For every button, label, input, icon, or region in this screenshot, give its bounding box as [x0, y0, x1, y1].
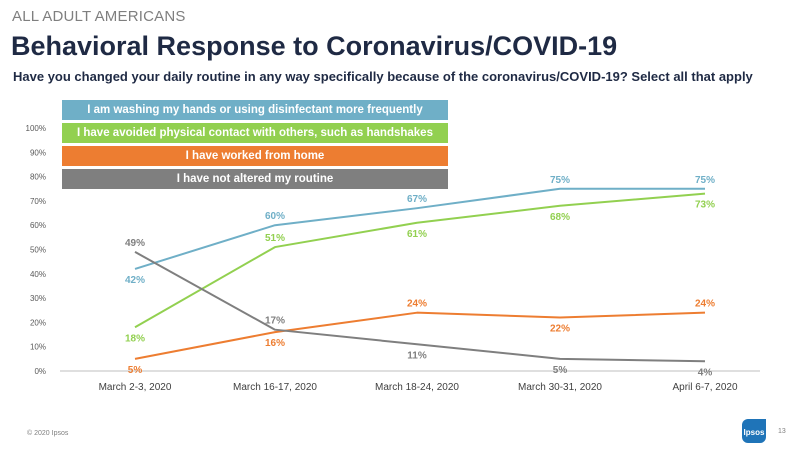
- legend-item: I have avoided physical contact with oth…: [62, 123, 448, 143]
- data-label: 18%: [125, 333, 145, 344]
- x-tick-label: March 2-3, 2020: [99, 382, 172, 393]
- data-label: 5%: [128, 365, 143, 376]
- y-tick-label: 20%: [30, 318, 46, 327]
- y-tick-label: 100%: [26, 124, 46, 133]
- data-label: 17%: [265, 316, 285, 327]
- data-label: 61%: [407, 229, 427, 240]
- y-tick-label: 80%: [30, 173, 46, 182]
- slide-title: Behavioral Response to Coronavirus/COVID…: [11, 31, 618, 61]
- x-tick-label: March 18-24, 2020: [375, 382, 459, 393]
- data-label: 22%: [550, 324, 570, 335]
- data-label: 16%: [265, 338, 285, 349]
- series-line: [134, 192, 706, 329]
- y-tick-label: 40%: [30, 270, 46, 279]
- data-label: 68%: [550, 212, 570, 223]
- audience-label: ALL ADULT AMERICANS: [12, 8, 186, 25]
- legend-item: I have not altered my routine: [62, 169, 448, 189]
- copyright-text: © 2020 Ipsos: [27, 430, 69, 437]
- data-label: 24%: [407, 299, 427, 310]
- data-label: 42%: [125, 275, 145, 286]
- data-label: 75%: [550, 175, 570, 186]
- legend-item: I have worked from home: [62, 146, 448, 166]
- chart-legend: I am washing my hands or using disinfect…: [62, 100, 448, 192]
- data-label: 67%: [407, 194, 427, 205]
- data-label: 5%: [553, 365, 568, 376]
- y-tick-label: 30%: [30, 294, 46, 303]
- data-label: 73%: [695, 200, 715, 211]
- data-label: 49%: [125, 238, 145, 249]
- x-tick-label: March 30-31, 2020: [518, 382, 602, 393]
- data-label: 60%: [265, 211, 285, 222]
- ipsos-logo: Ipsos: [742, 419, 766, 443]
- data-label: 75%: [695, 175, 715, 186]
- series-line: [134, 187, 705, 270]
- page-number: 13: [778, 428, 786, 435]
- y-tick-label: 60%: [30, 221, 46, 230]
- y-tick-label: 10%: [30, 343, 46, 352]
- series-line: [134, 251, 706, 363]
- x-tick-label: March 16-17, 2020: [233, 382, 317, 393]
- series-line: [134, 311, 706, 360]
- y-tick-label: 90%: [30, 148, 46, 157]
- data-label: 11%: [407, 350, 427, 361]
- survey-question: Have you changed your daily routine in a…: [13, 69, 753, 84]
- data-label: 4%: [698, 367, 713, 378]
- y-tick-label: 70%: [30, 197, 46, 206]
- x-tick-label: April 6-7, 2020: [672, 382, 737, 393]
- y-tick-label: 0%: [34, 367, 46, 376]
- legend-item: I am washing my hands or using disinfect…: [62, 100, 448, 120]
- y-tick-label: 50%: [30, 246, 46, 255]
- data-label: 24%: [695, 299, 715, 310]
- data-label: 51%: [265, 233, 285, 244]
